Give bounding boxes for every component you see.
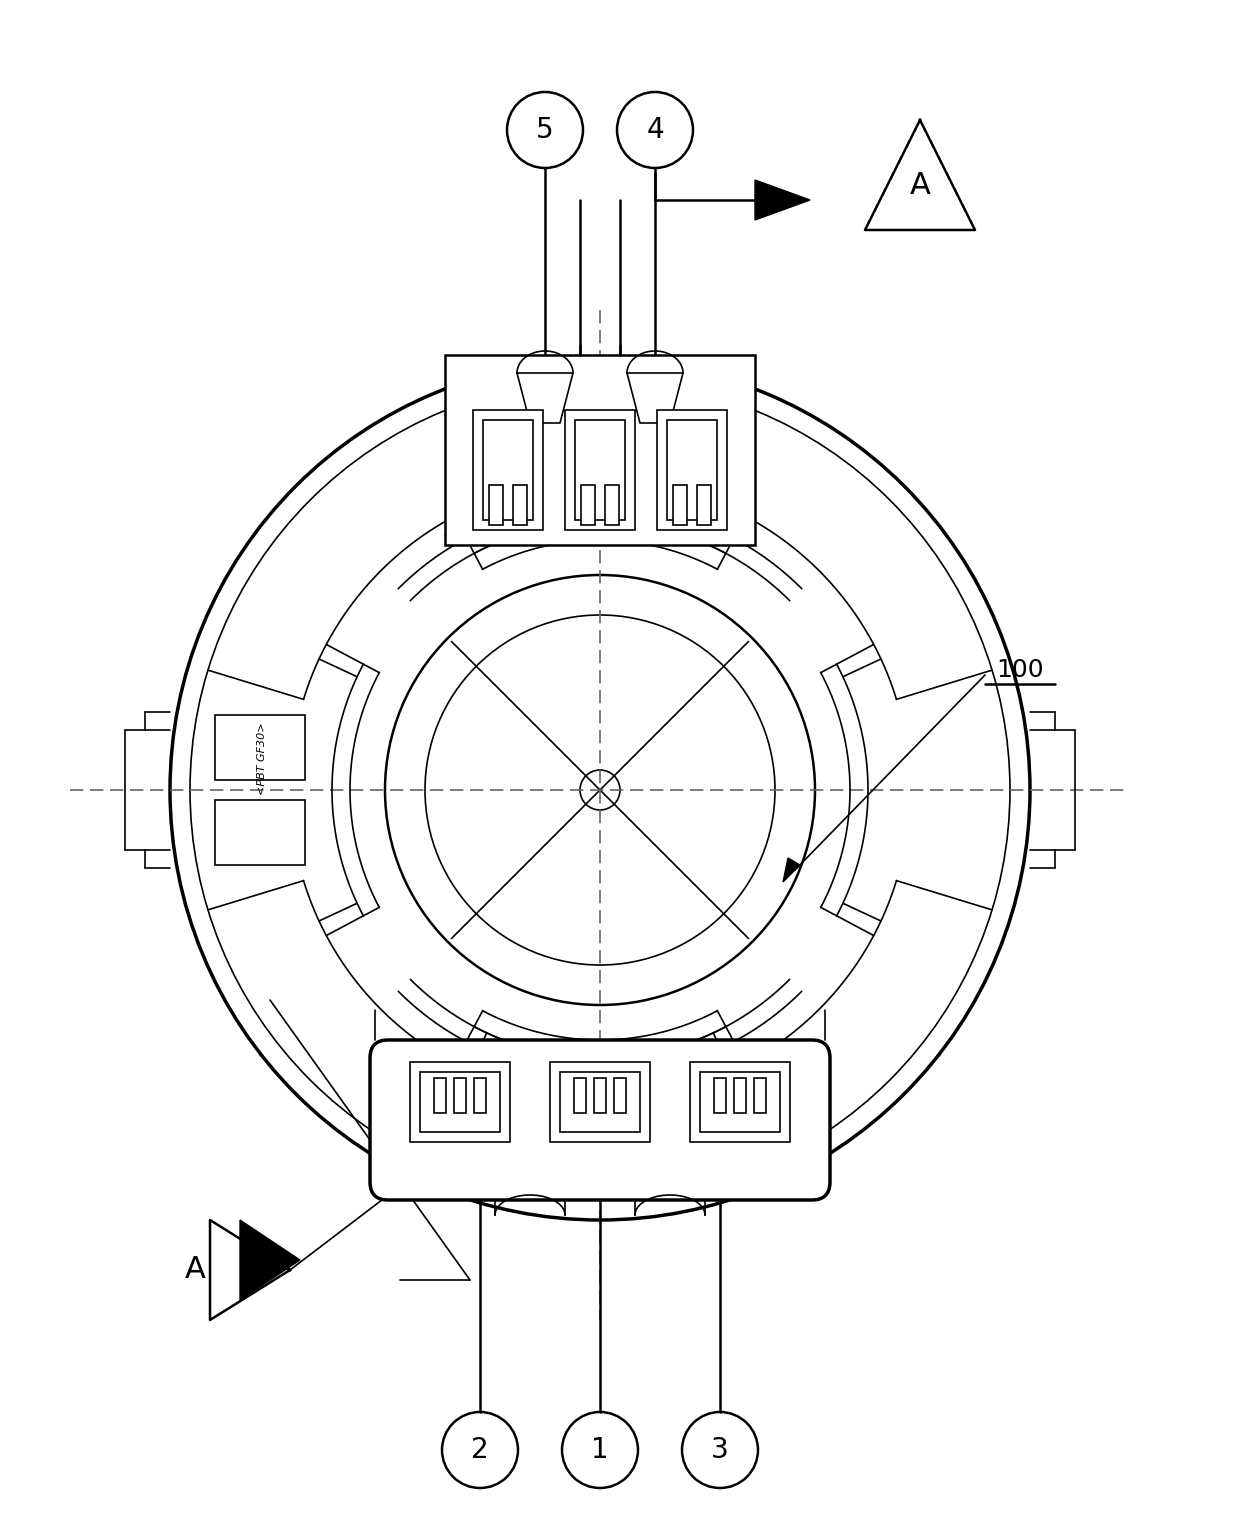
Bar [410, 1062, 510, 1142]
Polygon shape [241, 1221, 300, 1300]
Bar [565, 410, 635, 530]
Bar [574, 1078, 587, 1113]
Text: A: A [185, 1256, 206, 1284]
Bar [215, 800, 305, 865]
Bar [701, 1072, 780, 1132]
Bar [734, 1078, 746, 1113]
Text: 4: 4 [646, 116, 663, 144]
Text: 100: 100 [996, 658, 1044, 682]
Bar [489, 485, 503, 524]
Bar [474, 1078, 486, 1113]
Bar [454, 1078, 466, 1113]
Bar [673, 485, 687, 524]
Bar [605, 485, 619, 524]
Bar [551, 1062, 650, 1142]
Bar [560, 1072, 640, 1132]
Text: 1: 1 [591, 1436, 609, 1464]
Bar [434, 1078, 446, 1113]
Text: A: A [910, 170, 930, 199]
Bar [667, 420, 717, 520]
Bar [594, 1078, 606, 1113]
Bar [754, 1078, 766, 1113]
Text: 2: 2 [471, 1436, 489, 1464]
Bar [513, 485, 527, 524]
Text: <PBT GF30>: <PBT GF30> [257, 722, 267, 795]
Bar [575, 420, 625, 520]
Polygon shape [755, 179, 810, 220]
Text: 5: 5 [536, 116, 554, 144]
Bar [445, 356, 755, 546]
FancyBboxPatch shape [370, 1040, 830, 1199]
Bar [420, 1072, 500, 1132]
Bar [697, 485, 711, 524]
Bar [472, 410, 543, 530]
Bar [714, 1078, 725, 1113]
Bar [582, 485, 595, 524]
Text: 3: 3 [711, 1436, 729, 1464]
Bar [614, 1078, 626, 1113]
Bar [215, 714, 305, 780]
Bar [484, 420, 533, 520]
Bar [689, 1062, 790, 1142]
Polygon shape [782, 857, 800, 882]
Bar [657, 410, 727, 530]
